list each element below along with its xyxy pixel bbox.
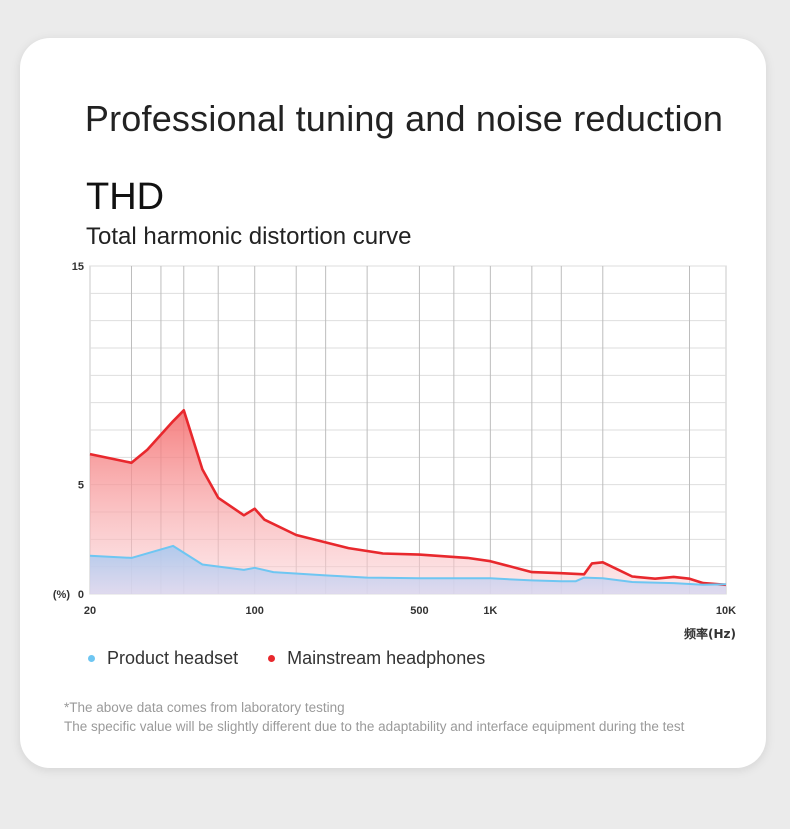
line-mainstream-headphones [89, 409, 727, 587]
legend-dot-mainstream [268, 655, 276, 662]
chart-subtitle: Total harmonic distortion curve [86, 223, 412, 250]
line-product-headset [89, 544, 727, 586]
series-lines [89, 409, 727, 587]
legend-label-product: Product headset [107, 648, 239, 668]
x-axis-label: 频率(Hz) [684, 626, 736, 641]
x-tick-label: 10K [716, 605, 736, 617]
x-tick-label: 1K [483, 605, 497, 617]
x-tick-label: 20 [84, 605, 96, 617]
x-tick-label: 500 [410, 605, 428, 617]
chart-title: THD [86, 176, 165, 218]
axis-labels: 20 100 500 1K 10K 0 5 15 (%) 频率(Hz) [53, 261, 736, 641]
legend-item-mainstream: Mainstream headphones [268, 648, 485, 669]
x-tick-label: 100 [246, 605, 264, 617]
footnote-1: *The above data comes from laboratory te… [64, 700, 345, 715]
legend: Product headset Mainstream headphones [88, 648, 515, 669]
y-tick-label: 0 [78, 589, 84, 601]
footnote-2: The specific value will be slightly diff… [64, 719, 685, 734]
y-tick-label: 15 [72, 261, 84, 273]
y-tick-label: 5 [78, 480, 84, 492]
y-axis-label: (%) [53, 589, 70, 601]
area-mainstream-headphones [90, 410, 726, 594]
legend-dot-product [88, 655, 95, 662]
legend-item-product: Product headset [88, 648, 238, 669]
legend-label-mainstream: Mainstream headphones [287, 648, 486, 668]
page-headline: Professional tuning and noise reduction [84, 98, 724, 139]
